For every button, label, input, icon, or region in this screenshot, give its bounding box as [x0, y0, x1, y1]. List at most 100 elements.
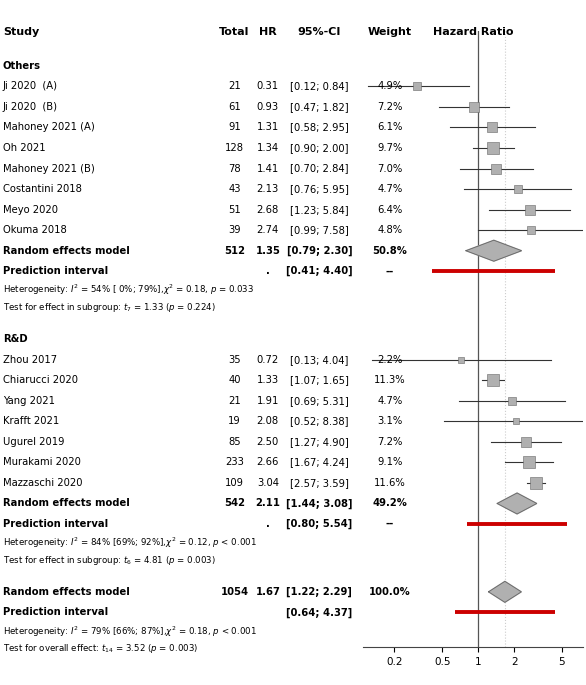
Text: 2.74: 2.74 — [257, 225, 279, 235]
Point — [513, 184, 522, 195]
Text: Test for overall effect: $t_{14}$ = 3.52 ($p$ = 0.003): Test for overall effect: $t_{14}$ = 3.52… — [3, 643, 198, 656]
Text: Weight: Weight — [367, 27, 412, 37]
Point — [524, 457, 534, 468]
Text: [0.58; 2.95]: [0.58; 2.95] — [290, 123, 349, 132]
Text: Hazard Ratio: Hazard Ratio — [433, 27, 513, 37]
Text: [1.67; 4.24]: [1.67; 4.24] — [290, 458, 349, 467]
Text: 0.31: 0.31 — [257, 82, 279, 91]
Text: 1.41: 1.41 — [257, 164, 279, 173]
Text: 1.35: 1.35 — [255, 246, 280, 256]
Text: [2.57; 3.59]: [2.57; 3.59] — [290, 478, 349, 488]
Text: [0.64; 4.37]: [0.64; 4.37] — [286, 608, 353, 617]
Text: Mahoney 2021 (B): Mahoney 2021 (B) — [3, 164, 95, 173]
Text: HR: HR — [259, 27, 277, 37]
Text: 7.2%: 7.2% — [377, 102, 403, 112]
Text: 1.67: 1.67 — [255, 587, 280, 597]
Point — [456, 354, 466, 365]
Text: 78: 78 — [228, 164, 241, 173]
Text: Ji 2020  (A): Ji 2020 (A) — [3, 82, 58, 91]
Point — [526, 225, 536, 236]
Text: [0.12; 0.84]: [0.12; 0.84] — [290, 82, 349, 91]
Text: 6.1%: 6.1% — [377, 123, 403, 132]
Text: Ji 2020  (B): Ji 2020 (B) — [3, 102, 58, 112]
Text: 50.8%: 50.8% — [372, 246, 407, 256]
Text: [0.52; 8.38]: [0.52; 8.38] — [290, 416, 349, 426]
Text: Heterogeneity: $I^2$ = 79% [66%; 87%],$\chi^2$ = 0.18, $p$ < 0.001: Heterogeneity: $I^2$ = 79% [66%; 87%],$\… — [3, 624, 257, 638]
Text: Test for effect in subgroup: $t_6$ = 4.81 ($p$ = 0.003): Test for effect in subgroup: $t_6$ = 4.8… — [3, 554, 216, 567]
Text: 1.33: 1.33 — [257, 375, 279, 385]
Text: 100.0%: 100.0% — [369, 587, 411, 597]
Text: Okuma 2018: Okuma 2018 — [3, 225, 67, 235]
Text: 2.11: 2.11 — [255, 499, 280, 508]
Text: Total: Total — [219, 27, 250, 37]
Text: Prediction interval: Prediction interval — [3, 608, 108, 617]
Text: [0.41; 4.40]: [0.41; 4.40] — [286, 266, 353, 276]
Point — [488, 122, 497, 133]
Text: 3.1%: 3.1% — [377, 416, 403, 426]
Text: 7.0%: 7.0% — [377, 164, 403, 173]
Text: R&D: R&D — [3, 334, 28, 344]
Text: 4.7%: 4.7% — [377, 396, 403, 406]
Text: 109: 109 — [225, 478, 244, 488]
Text: Yang 2021: Yang 2021 — [3, 396, 55, 406]
Text: 51: 51 — [228, 205, 241, 214]
Point — [470, 101, 479, 112]
Text: .: . — [266, 519, 270, 529]
Text: 2.50: 2.50 — [257, 437, 279, 447]
Text: 49.2%: 49.2% — [372, 499, 407, 508]
Point — [413, 81, 422, 92]
Text: 7.2%: 7.2% — [377, 437, 403, 447]
Text: 2.2%: 2.2% — [377, 355, 403, 364]
Text: 512: 512 — [224, 246, 245, 256]
Text: Random effects model: Random effects model — [3, 587, 130, 597]
Point — [507, 395, 517, 406]
Text: 11.6%: 11.6% — [374, 478, 406, 488]
Text: 4.8%: 4.8% — [377, 225, 402, 235]
Point — [512, 416, 521, 427]
Text: 128: 128 — [225, 143, 244, 153]
Point — [525, 204, 534, 215]
Point — [489, 142, 498, 153]
Text: [0.47; 1.82]: [0.47; 1.82] — [290, 102, 349, 112]
Text: --: -- — [386, 266, 394, 276]
Text: Costantini 2018: Costantini 2018 — [3, 184, 82, 194]
Text: Test for effect in subgroup: $t_7$ = 1.33 ($p$ = 0.224): Test for effect in subgroup: $t_7$ = 1.3… — [3, 301, 216, 314]
Text: 95%-CI: 95%-CI — [298, 27, 341, 37]
Text: 0.93: 0.93 — [257, 102, 279, 112]
Text: 6.4%: 6.4% — [377, 205, 403, 214]
Text: 9.1%: 9.1% — [377, 458, 403, 467]
Text: [0.79; 2.30]: [0.79; 2.30] — [287, 246, 352, 256]
Text: Heterogeneity: $I^2$ = 54% [ 0%; 79%],$\chi^2$ = 0.18, $p$ = 0.033: Heterogeneity: $I^2$ = 54% [ 0%; 79%],$\… — [3, 283, 254, 297]
Text: [0.99; 7.58]: [0.99; 7.58] — [290, 225, 349, 235]
Text: 11.3%: 11.3% — [374, 375, 406, 385]
Text: Meyo 2020: Meyo 2020 — [3, 205, 58, 214]
Text: 4.7%: 4.7% — [377, 184, 403, 194]
Text: .: . — [266, 266, 270, 276]
Text: 19: 19 — [228, 416, 241, 426]
Point — [532, 477, 541, 488]
Text: 91: 91 — [228, 123, 241, 132]
Polygon shape — [466, 240, 522, 261]
Text: Random effects model: Random effects model — [3, 499, 130, 508]
Text: Krafft 2021: Krafft 2021 — [3, 416, 59, 426]
Text: Mazzaschi 2020: Mazzaschi 2020 — [3, 478, 83, 488]
Point — [521, 436, 530, 447]
Text: 39: 39 — [228, 225, 241, 235]
Text: [1.22; 2.29]: [1.22; 2.29] — [287, 587, 352, 597]
Text: 233: 233 — [225, 458, 244, 467]
Text: 43: 43 — [228, 184, 241, 194]
Text: 61: 61 — [228, 102, 241, 112]
Text: Chiarucci 2020: Chiarucci 2020 — [3, 375, 78, 385]
Text: [0.80; 5.54]: [0.80; 5.54] — [286, 519, 353, 529]
Text: 1.31: 1.31 — [257, 123, 279, 132]
Text: [0.76; 5.95]: [0.76; 5.95] — [290, 184, 349, 194]
Text: Study: Study — [3, 27, 39, 37]
Text: Ugurel 2019: Ugurel 2019 — [3, 437, 64, 447]
Text: 9.7%: 9.7% — [377, 143, 403, 153]
Text: [1.07; 1.65]: [1.07; 1.65] — [290, 375, 349, 385]
Text: --: -- — [386, 519, 394, 529]
Text: Oh 2021: Oh 2021 — [3, 143, 46, 153]
Point — [492, 163, 501, 174]
Text: 2.08: 2.08 — [257, 416, 279, 426]
Text: Others: Others — [3, 61, 41, 71]
